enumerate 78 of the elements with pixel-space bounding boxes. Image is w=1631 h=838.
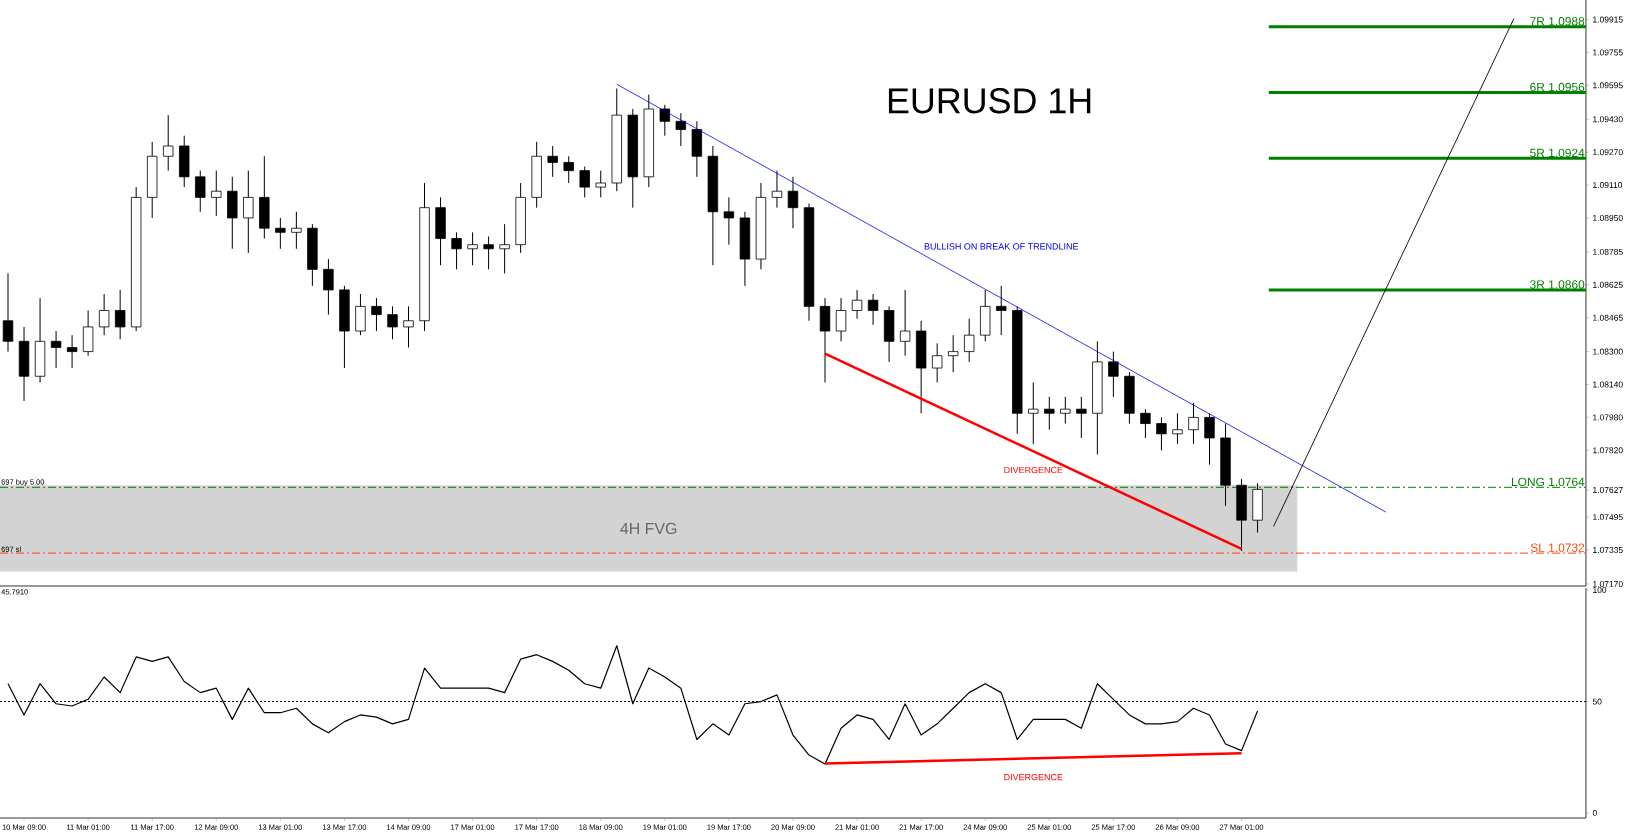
y-tick-label: 1.08950 bbox=[1593, 214, 1623, 221]
ref-line-label: 6R 1.0956 bbox=[1530, 82, 1585, 92]
candlestick bbox=[1188, 402, 1199, 445]
candlestick bbox=[771, 170, 783, 209]
series-label: DIVERGENCE bbox=[1004, 466, 1063, 474]
candlestick bbox=[243, 170, 254, 254]
y-tick-label: 1.08300 bbox=[1593, 348, 1623, 355]
candlestick bbox=[996, 285, 1007, 336]
y-tick-label: 50 bbox=[1592, 698, 1602, 705]
ref-line-label: 7R 1.0988 bbox=[1530, 17, 1585, 26]
candlestick bbox=[579, 166, 590, 198]
candlestick bbox=[1140, 408, 1151, 439]
y-tick-label: 1.08785 bbox=[1593, 248, 1623, 255]
candlestick bbox=[98, 293, 110, 336]
y-tick-label: 1.07170 bbox=[1593, 580, 1623, 587]
candlestick bbox=[851, 289, 863, 320]
candlestick bbox=[483, 235, 494, 270]
candlestick bbox=[275, 217, 286, 250]
candlestick bbox=[1044, 396, 1055, 431]
candlestick bbox=[499, 223, 510, 274]
candlestick bbox=[787, 176, 799, 229]
y-tick-label: 1.07335 bbox=[1593, 547, 1623, 554]
ref-line-label: 3R 1.0860 bbox=[1530, 280, 1585, 289]
candlestick bbox=[114, 289, 126, 340]
candlestick bbox=[195, 170, 206, 213]
candlestick bbox=[50, 330, 62, 369]
candlestick bbox=[675, 112, 687, 147]
candlestick bbox=[1060, 396, 1071, 425]
candlestick bbox=[947, 334, 959, 373]
candlestick bbox=[835, 297, 847, 342]
text: EURUSD 1H bbox=[888, 88, 1091, 114]
candlestick bbox=[899, 289, 911, 357]
band-label: 4H FVG bbox=[620, 522, 677, 535]
candlestick bbox=[467, 231, 478, 266]
y-tick-label: 1.07820 bbox=[1593, 447, 1623, 454]
candlestick bbox=[1156, 416, 1167, 451]
candlestick bbox=[1172, 412, 1183, 445]
candlestick bbox=[931, 342, 943, 383]
candlestick bbox=[963, 318, 975, 363]
candlestick bbox=[547, 145, 558, 178]
candlestick bbox=[1028, 381, 1039, 445]
y-tick-label: 0 bbox=[1592, 810, 1597, 817]
ref-line-label: 5R 1.0924 bbox=[1530, 148, 1585, 158]
y-tick-label: 1.09915 bbox=[1593, 16, 1623, 23]
candlestick bbox=[211, 170, 222, 217]
candlestick bbox=[659, 104, 671, 137]
y-tick-label: 1.09430 bbox=[1593, 116, 1623, 123]
candlestick bbox=[323, 258, 334, 316]
candlestick bbox=[66, 334, 78, 369]
candlestick bbox=[1076, 396, 1087, 439]
candlestick bbox=[387, 305, 398, 340]
y-tick-label: 1.09595 bbox=[1593, 82, 1623, 89]
candlestick bbox=[451, 231, 462, 270]
candlestick bbox=[403, 305, 414, 348]
y-tick-label: 1.09755 bbox=[1593, 49, 1623, 56]
y-tick-label: 100 bbox=[1593, 587, 1607, 593]
candlestick bbox=[1204, 412, 1215, 466]
y-tick-label: 1.08465 bbox=[1593, 314, 1623, 321]
candlestick bbox=[163, 114, 174, 172]
y-tick-label: 1.08625 bbox=[1593, 281, 1623, 288]
y-tick-label: 1.09270 bbox=[1593, 149, 1623, 156]
series-label: BULLISH ON BREAK OF TRENDLINE bbox=[924, 243, 1079, 250]
candlestick bbox=[595, 170, 606, 198]
y-tick-label: 1.07627 bbox=[1593, 486, 1623, 493]
candlestick bbox=[1108, 351, 1119, 398]
series-label: DIVERGENCE bbox=[1004, 773, 1063, 781]
candlestick bbox=[291, 211, 302, 250]
candlestick bbox=[563, 155, 574, 184]
y-tick-label: 1.08140 bbox=[1593, 381, 1623, 388]
candlestick bbox=[371, 297, 382, 332]
y-tick-label: 1.07980 bbox=[1593, 414, 1623, 421]
ref-line-label: LONG 1.0764 bbox=[1511, 477, 1585, 487]
candlestick bbox=[2, 272, 14, 353]
candlestick bbox=[867, 293, 879, 326]
y-tick-label: 1.09110 bbox=[1593, 182, 1623, 189]
ref-line-label: SL 1.0732 bbox=[1530, 543, 1585, 552]
y-tick-label: 1.07495 bbox=[1593, 514, 1623, 521]
candlestick bbox=[723, 196, 735, 246]
